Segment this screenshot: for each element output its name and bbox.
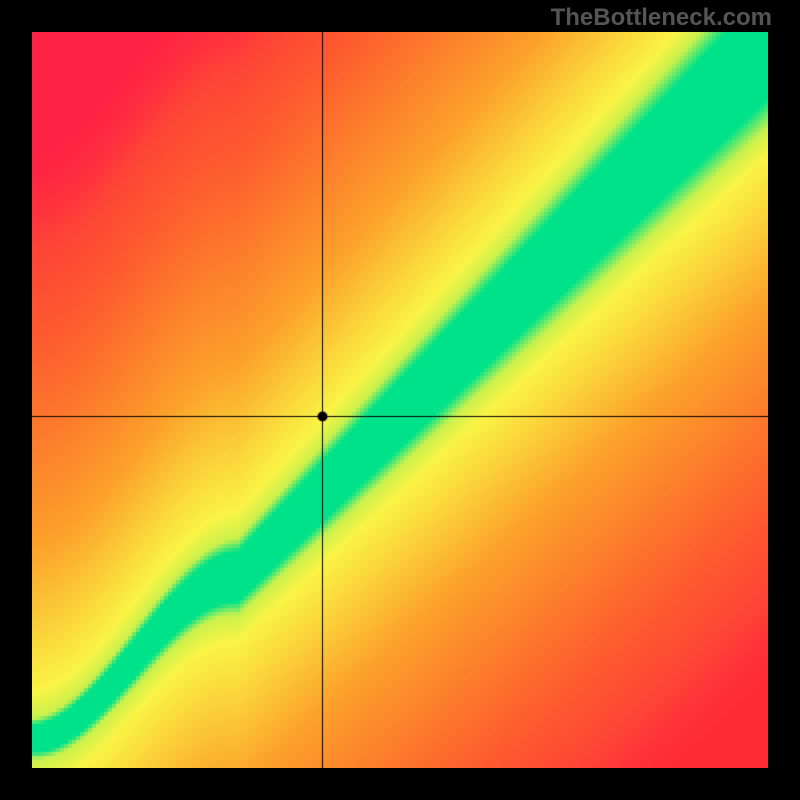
crosshair-overlay bbox=[32, 32, 768, 768]
chart-container: TheBottleneck.com bbox=[0, 0, 800, 800]
watermark-text: TheBottleneck.com bbox=[551, 4, 772, 32]
